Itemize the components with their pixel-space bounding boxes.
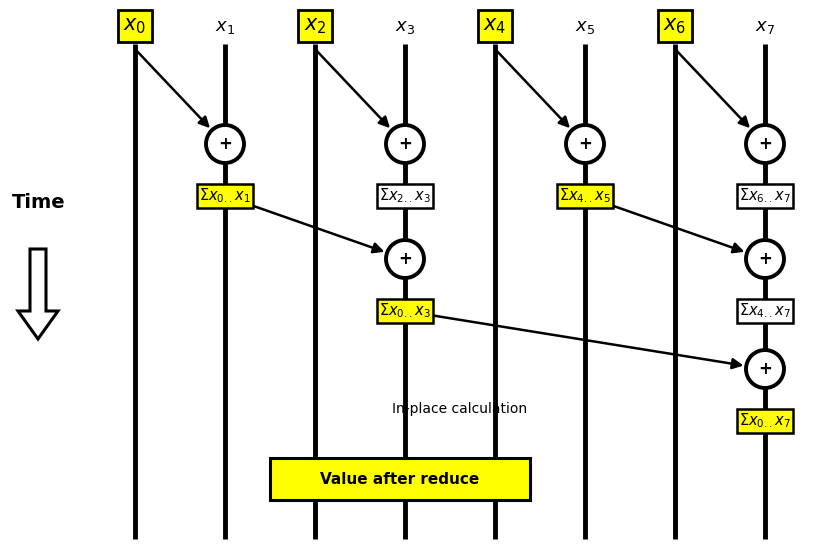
Text: $x_{5}$: $x_{5}$ (575, 18, 595, 36)
Text: Time: Time (12, 192, 66, 212)
Text: $\Sigma x_{4..}x_7$: $\Sigma x_{4..}x_7$ (739, 301, 791, 320)
Text: $x_{0}$: $x_{0}$ (124, 16, 147, 36)
Text: $\Sigma x_{0..}x_1$: $\Sigma x_{0..}x_1$ (199, 187, 251, 206)
Text: $\Sigma x_{0..}x_3$: $\Sigma x_{0..}x_3$ (379, 301, 431, 320)
Circle shape (386, 240, 424, 278)
Circle shape (386, 125, 424, 163)
Text: In-place calculation: In-place calculation (392, 402, 527, 416)
Text: +: + (758, 135, 772, 153)
Text: $x_{3}$: $x_{3}$ (395, 18, 415, 36)
Text: Value after reduce: Value after reduce (321, 471, 479, 486)
FancyBboxPatch shape (270, 458, 530, 500)
Text: $\Sigma x_{6..}x_7$: $\Sigma x_{6..}x_7$ (739, 187, 791, 206)
Circle shape (566, 125, 604, 163)
Text: +: + (758, 360, 772, 378)
Circle shape (746, 240, 784, 278)
Text: $\Sigma x_{0..}x_7$: $\Sigma x_{0..}x_7$ (739, 412, 791, 430)
Text: +: + (758, 250, 772, 268)
Text: +: + (398, 250, 412, 268)
Text: $x_{6}$: $x_{6}$ (663, 16, 687, 36)
Text: $x_{7}$: $x_{7}$ (755, 18, 775, 36)
Text: +: + (398, 135, 412, 153)
Text: $x_{4}$: $x_{4}$ (484, 16, 506, 36)
Text: $x_{2}$: $x_{2}$ (304, 16, 326, 36)
Text: +: + (218, 135, 232, 153)
Circle shape (746, 125, 784, 163)
Text: $\Sigma x_{2..}x_3$: $\Sigma x_{2..}x_3$ (379, 187, 431, 206)
Circle shape (746, 350, 784, 388)
Text: $\Sigma x_{4..}x_5$: $\Sigma x_{4..}x_5$ (559, 187, 610, 206)
Circle shape (206, 125, 244, 163)
Text: $x_{1}$: $x_{1}$ (215, 18, 235, 36)
FancyArrow shape (18, 249, 58, 339)
Text: +: + (578, 135, 592, 153)
